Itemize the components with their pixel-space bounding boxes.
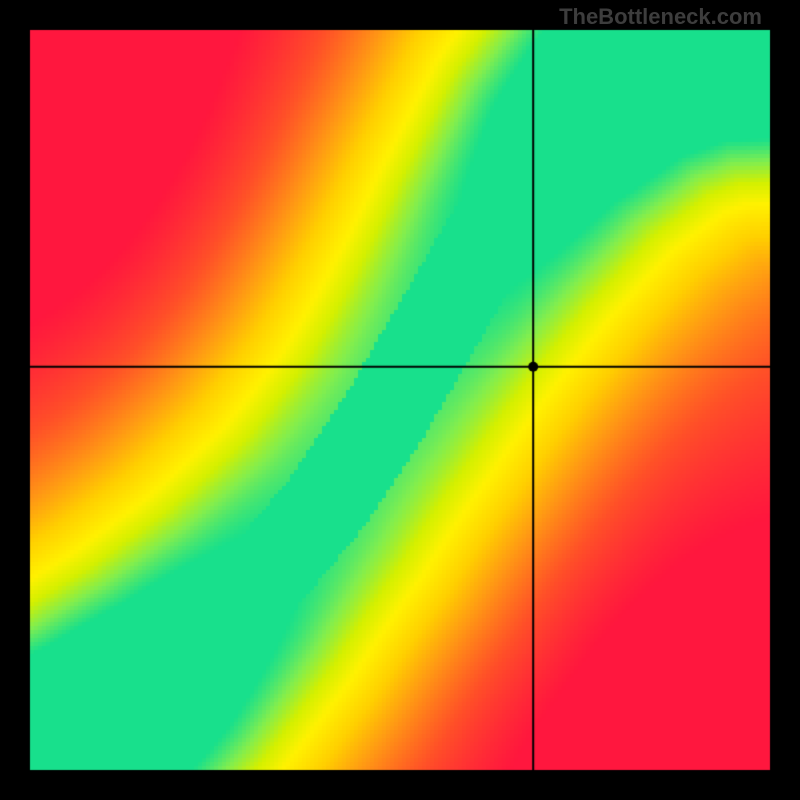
- chart-container: TheBottleneck.com: [0, 0, 800, 800]
- bottleneck-heatmap-canvas: [0, 0, 800, 800]
